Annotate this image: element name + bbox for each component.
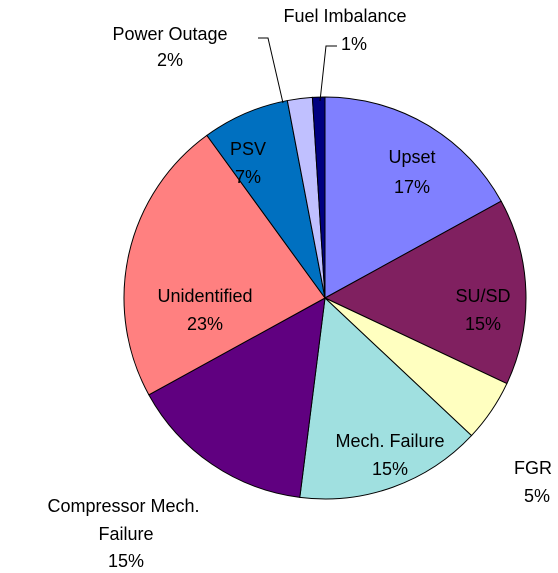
value-label: 15%	[465, 314, 501, 334]
value-label: 15%	[372, 459, 408, 479]
leader-line	[258, 37, 284, 104]
slice-label: Mech. Failure	[335, 431, 444, 451]
pie-slice	[123, 134, 326, 396]
leader-line	[319, 45, 337, 102]
slice-label: PSV	[230, 139, 266, 159]
slice-label: FGR	[514, 458, 552, 478]
slice-label: Power Outage	[112, 24, 227, 44]
pie-slice	[323, 200, 527, 385]
pie	[123, 96, 527, 500]
slice-label: Unidentified	[157, 286, 252, 306]
pie-slice	[148, 297, 326, 498]
value-label: 15%	[108, 551, 144, 571]
slice-label: Fuel Imbalance	[283, 6, 406, 26]
pie-slice	[324, 96, 502, 299]
pie-slice	[311, 96, 326, 299]
value-label: 17%	[394, 177, 430, 197]
slice-label: Compressor Mech. Failure	[47, 496, 204, 544]
slice-label: SU/SD	[455, 286, 510, 306]
value-label: 1%	[341, 34, 367, 54]
value-label: 5%	[524, 486, 550, 506]
value-label: 7%	[235, 167, 261, 187]
slice-label: Upset	[388, 147, 435, 167]
pie-slice	[299, 296, 473, 500]
value-label: 2%	[157, 50, 183, 70]
value-label: 23%	[187, 314, 223, 334]
